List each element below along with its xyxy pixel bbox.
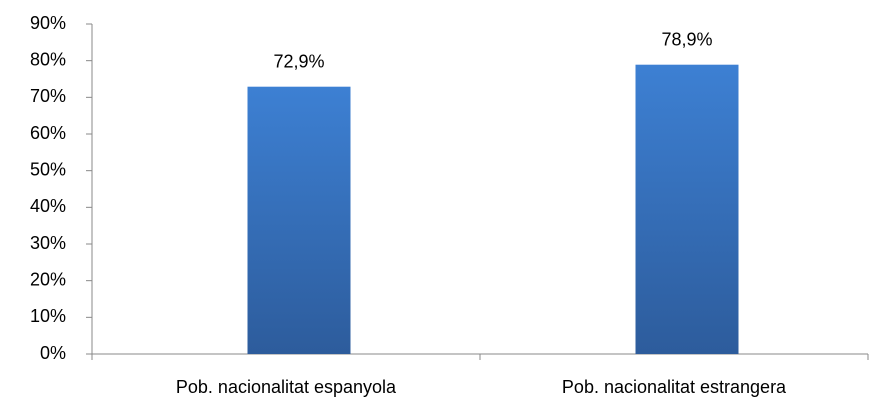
y-tick-label: 70% bbox=[30, 86, 66, 106]
y-tick-label: 30% bbox=[30, 233, 66, 253]
y-tick-label: 40% bbox=[30, 196, 66, 216]
bar bbox=[247, 86, 351, 354]
y-tick-label: 50% bbox=[30, 159, 66, 179]
x-tick-label: Pob. nacionalitat espanyola bbox=[176, 377, 397, 397]
y-tick-label: 0% bbox=[40, 343, 66, 363]
data-label: 72,9% bbox=[273, 51, 324, 71]
data-label: 78,9% bbox=[661, 29, 712, 49]
bar bbox=[635, 64, 739, 354]
y-tick-label: 20% bbox=[30, 269, 66, 289]
y-tick-label: 80% bbox=[30, 49, 66, 69]
y-tick-label: 10% bbox=[30, 306, 66, 326]
x-tick-label: Pob. nacionalitat estrangera bbox=[562, 377, 787, 397]
y-tick-label: 60% bbox=[30, 123, 66, 143]
y-tick-label: 90% bbox=[30, 13, 66, 33]
